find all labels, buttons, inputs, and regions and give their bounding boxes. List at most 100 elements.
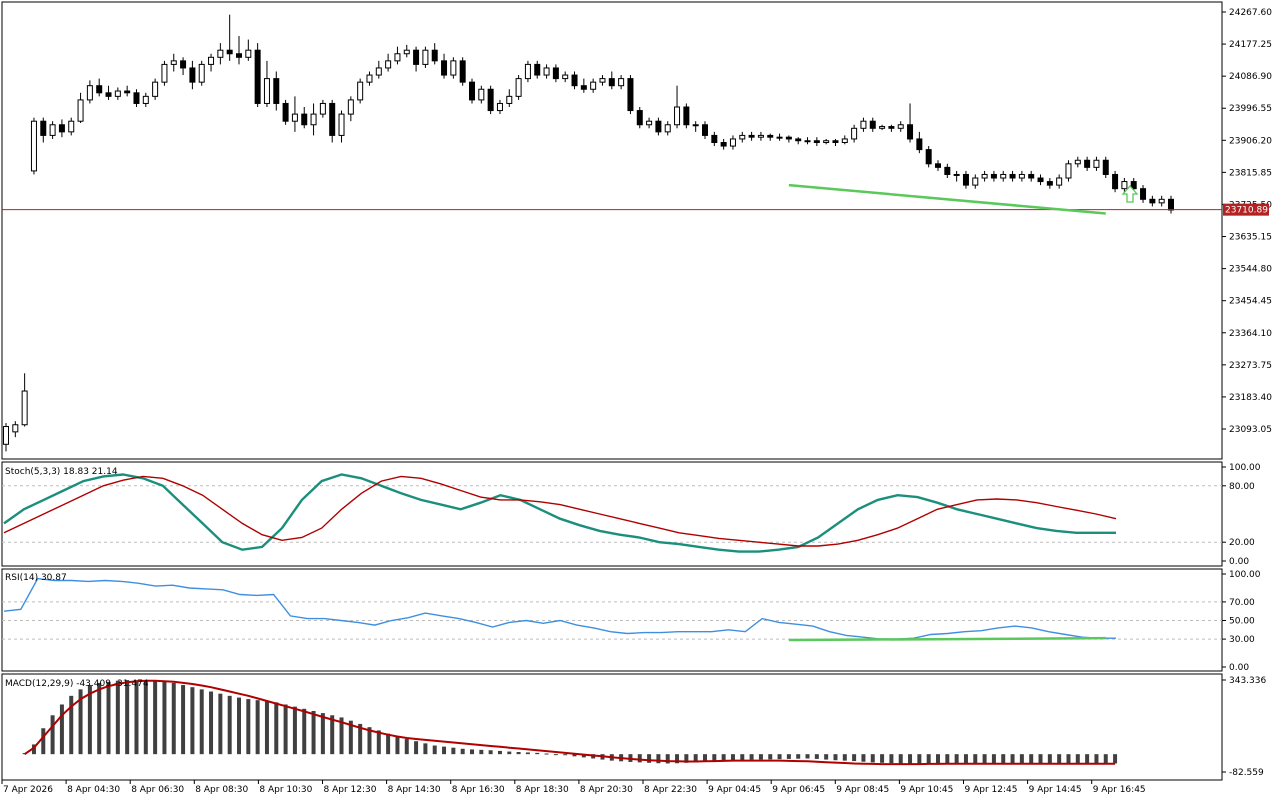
rsi-series-line (3, 577, 1116, 640)
candle (1168, 198, 1174, 211)
macd-histogram-bar (451, 747, 456, 755)
macd-histogram-bar (805, 754, 810, 759)
candle (459, 60, 466, 83)
candle (366, 74, 373, 83)
macd-histogram-bar (1029, 754, 1034, 764)
candle (152, 81, 159, 97)
candle (422, 49, 429, 65)
current-price-label: 23710.89 (1225, 206, 1268, 216)
candle (68, 120, 75, 133)
macd-histogram-bar (162, 681, 167, 755)
candle (226, 49, 233, 55)
time-axis-label: 9 Apr 16:45 (1093, 785, 1146, 795)
candle (263, 78, 270, 104)
time-axis-label: 9 Apr 06:45 (772, 785, 825, 795)
candle (962, 173, 969, 186)
candle (12, 424, 19, 433)
price-axis-label: 23093.05 (1229, 425, 1272, 435)
macd-histogram-bar (358, 723, 363, 755)
candle (329, 102, 336, 136)
macd-histogram-bar (572, 754, 577, 757)
candle (1046, 181, 1053, 186)
macd-histogram-bar (181, 685, 186, 755)
up-arrow-icon (1121, 185, 1139, 203)
macd-histogram-bar (1057, 754, 1062, 764)
rsi-axis-label: 30.00 (1229, 635, 1255, 645)
macd-histogram-bar (563, 754, 568, 756)
candle (403, 49, 410, 55)
macd-signal-line (24, 679, 1116, 766)
macd-histogram-bar (982, 754, 987, 764)
macd-histogram-bar (497, 750, 502, 755)
price-axis-label: 23544.80 (1229, 265, 1272, 275)
macd-histogram-bar (703, 754, 707, 762)
price-axis-label: 23183.40 (1229, 393, 1272, 403)
candle (897, 124, 904, 129)
main-panel[interactable] (1, 1, 1223, 460)
stoch-label: Stoch(5,3,3) 18.83 21.14 (5, 467, 118, 477)
candle (543, 67, 550, 76)
time-axis-label: 8 Apr 12:30 (324, 785, 377, 795)
macd-histogram-bar (647, 754, 652, 763)
macd-panel[interactable] (1, 673, 1223, 781)
candle (142, 95, 149, 104)
macd-histogram-bar (199, 689, 204, 755)
macd-histogram-bar (488, 750, 493, 755)
macd-histogram-bar (1066, 754, 1071, 764)
candle (860, 120, 867, 129)
candle (49, 124, 56, 136)
macd-histogram-bar (1075, 754, 1080, 764)
candle (1084, 159, 1091, 168)
macd-histogram-bar (218, 693, 223, 755)
macd-histogram-bar (330, 715, 335, 755)
candle (767, 134, 774, 138)
candle (1074, 159, 1081, 165)
candle (888, 126, 895, 129)
macd-histogram-bar (870, 754, 875, 763)
time-axis-label: 7 Apr 2026 (3, 785, 53, 795)
candle (347, 99, 354, 115)
time-axis-label: 8 Apr 14:30 (388, 785, 441, 795)
candle (562, 74, 569, 80)
macd-histogram-bar (1038, 754, 1043, 764)
candle (21, 390, 28, 426)
macd-histogram-bar (926, 754, 931, 764)
macd-histogram-bar (255, 700, 260, 755)
candle (729, 138, 736, 147)
stoch-series-line (3, 475, 1117, 547)
macd-histogram-bar (339, 717, 344, 755)
candle (841, 138, 848, 144)
macd-histogram-bar (125, 680, 130, 755)
macd-histogram-bar (898, 754, 903, 764)
candle (338, 113, 345, 136)
candle (1158, 198, 1165, 204)
time-axis-label: 9 Apr 10:45 (900, 785, 953, 795)
candle (795, 138, 802, 142)
candle (217, 49, 224, 58)
candle (441, 60, 448, 76)
price-axis-label: 23454.45 (1229, 297, 1272, 307)
time-axis-label: 8 Apr 10:30 (259, 785, 312, 795)
price-axis-label: 23635.15 (1229, 233, 1272, 243)
candle (823, 140, 830, 144)
candle (832, 140, 839, 144)
stoch-axis-label: 100.00 (1229, 463, 1261, 473)
time-axis-label: 8 Apr 04:30 (67, 785, 120, 795)
macd-histogram-bar (1085, 754, 1090, 764)
time-axis-label: 8 Apr 20:30 (580, 785, 633, 795)
price-axis-label: 23273.75 (1229, 361, 1272, 371)
stochastic-panel[interactable] (1, 461, 1223, 567)
candle (1149, 198, 1156, 204)
candle (114, 90, 121, 97)
candle (469, 81, 475, 101)
stoch-series-line (3, 473, 1116, 553)
macd-histogram-bar (115, 680, 120, 755)
candle (646, 120, 653, 126)
candle (552, 67, 559, 80)
candle (916, 138, 923, 151)
macd-histogram-bar (684, 754, 689, 763)
candle (124, 90, 131, 94)
time-axis-label: 9 Apr 08:45 (836, 785, 889, 795)
macd-histogram-bar (274, 702, 279, 755)
